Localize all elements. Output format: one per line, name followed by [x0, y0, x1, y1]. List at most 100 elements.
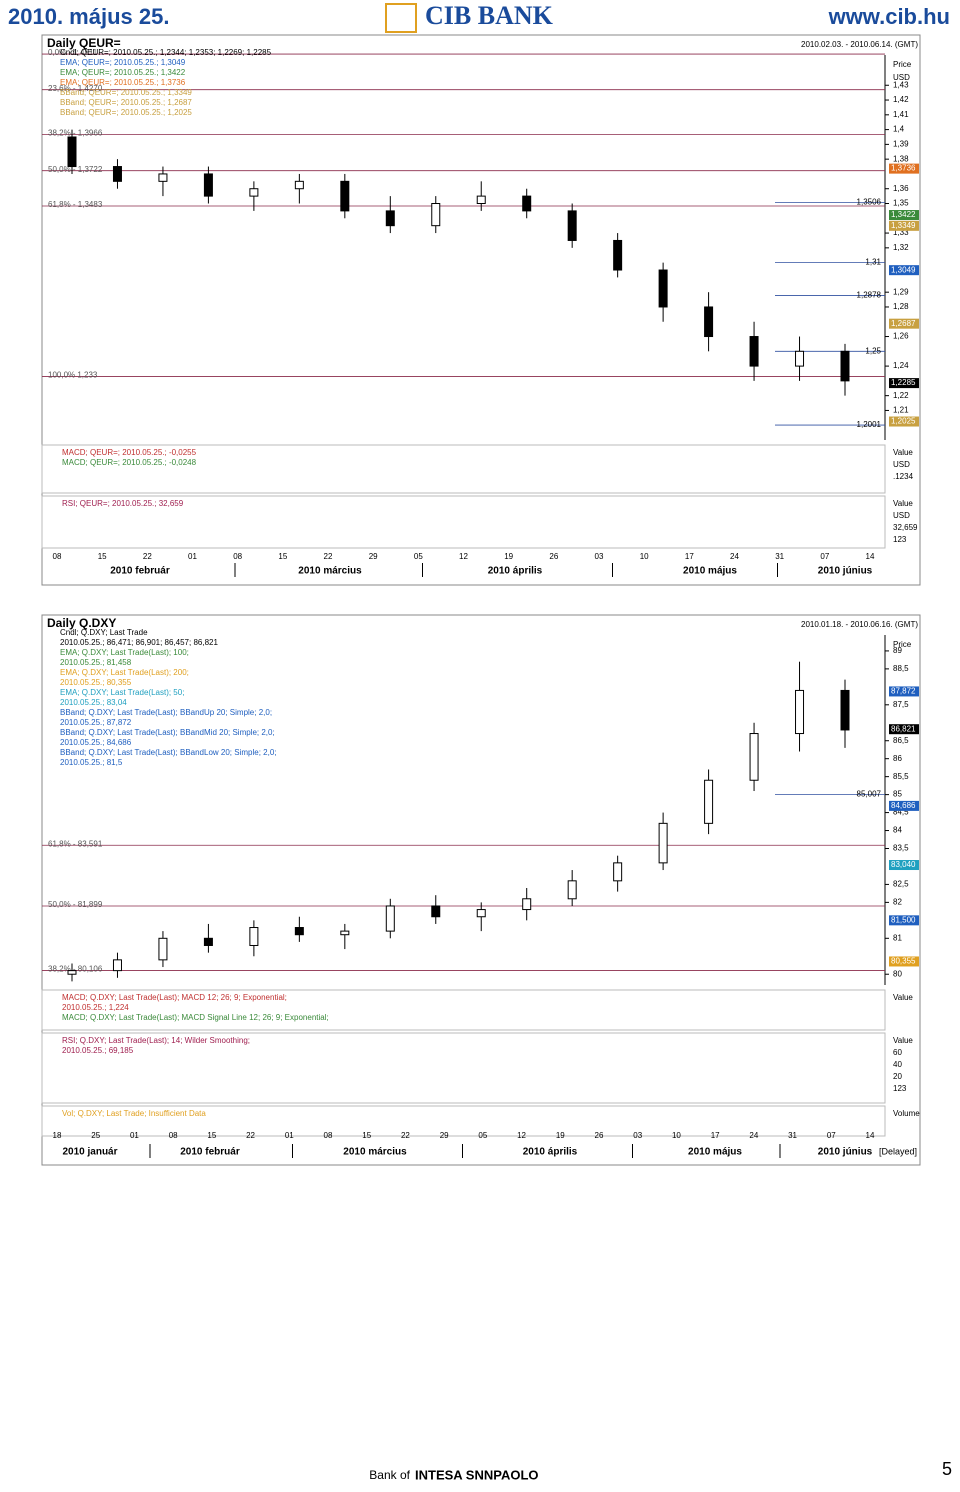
month-label: 2010 június	[818, 1147, 873, 1158]
candle-body	[340, 180, 350, 212]
x-tick-label: 17	[685, 552, 694, 561]
legend-entry: 2010.05.25.; 80,355	[60, 678, 132, 687]
legend-entry: 2010.05.25.; 83,04	[60, 698, 127, 707]
indicator-legend: MACD; Q.DXY; Last Trade(Last); MACD Sign…	[62, 1013, 329, 1022]
y-tick-label: 1,39	[893, 139, 909, 148]
y-tick-label: 87,5	[893, 700, 909, 709]
delayed-label: [Delayed]	[879, 1146, 917, 1156]
candle-body	[749, 733, 759, 781]
x-tick-label: 15	[278, 552, 287, 561]
legend-entry: EMA; QEUR=; 2010.05.25.; 1,3422	[60, 68, 186, 77]
indicator-legend: MACD; QEUR=; 2010.05.25.; -0,0248	[62, 458, 197, 467]
price-tag	[889, 800, 919, 811]
indicator-axis-label: Value	[893, 993, 913, 1002]
indicator-axis-label: Volume	[893, 1109, 920, 1118]
x-tick-label: 18	[53, 1131, 62, 1140]
candle-body	[385, 210, 395, 227]
x-tick-label: 01	[130, 1131, 139, 1140]
y-tick-label: 1,35	[893, 199, 909, 208]
indicator-axis-label: Value	[893, 448, 913, 457]
level-label: 1,3506	[857, 198, 882, 207]
price-tag-label: 80,355	[891, 957, 916, 966]
candle-body	[476, 909, 486, 918]
indicator-axis-label: Value	[893, 499, 913, 508]
legend-entry: BBand; QEUR=; 2010.05.25.; 1,2687	[60, 98, 192, 107]
candle-body	[340, 930, 350, 936]
footer-bank: Bank of	[369, 1468, 410, 1482]
level-label: 1,2878	[857, 291, 882, 300]
fib-label: 23,6% - 1,4270	[48, 84, 103, 93]
x-tick-label: 24	[730, 552, 739, 561]
indicator-legend: 2010.05.25.; 69,185	[62, 1046, 134, 1055]
candle-body	[112, 166, 122, 182]
y-tick-label: 84	[893, 826, 902, 835]
y-tick-label: 85,5	[893, 772, 909, 781]
price-tag	[889, 956, 919, 967]
level-label: 85,007	[857, 789, 882, 798]
x-tick-label: 03	[595, 552, 604, 561]
y-tick-label: 84,5	[893, 808, 909, 817]
price-tag	[889, 416, 919, 427]
candle-body	[203, 173, 213, 197]
legend-entry: 2010.05.25.; 86,471; 86,901; 86,457; 86,…	[60, 638, 218, 647]
candle-body	[613, 862, 623, 882]
price-tag-label: 1,3736	[891, 164, 916, 173]
indicator-axis-label: USD	[893, 460, 910, 469]
x-tick-label: 24	[749, 1131, 758, 1140]
y-tick-label: 82	[893, 897, 902, 906]
y-tick-label: 1,22	[893, 391, 909, 400]
x-tick-label: 14	[866, 1131, 875, 1140]
x-tick-label: 25	[91, 1131, 100, 1140]
y-tick-label: 1,4	[893, 125, 905, 134]
indicator-axis-label: 123	[893, 1084, 907, 1093]
price-tag	[889, 220, 919, 231]
fib-label: 0,0% - 1,4511	[48, 48, 98, 57]
x-tick-label: 10	[640, 552, 649, 561]
candle-body	[522, 195, 532, 212]
price-tag	[889, 686, 919, 697]
indicator-axis-label: Value	[893, 1036, 913, 1045]
price-tag	[889, 163, 919, 174]
fib-label: 38,2% - 1,3966	[48, 129, 103, 138]
price-tag-label: 87,872	[891, 687, 916, 696]
x-tick-label: 22	[143, 552, 152, 561]
candle-body	[567, 210, 577, 241]
candle-body	[704, 306, 714, 338]
footer-brand: INTESA SNNPAOLO	[415, 1467, 539, 1482]
y-tick-label: 86	[893, 754, 902, 763]
legend-entry: BBand; Q.DXY; Last Trade(Last); BBandUp …	[60, 708, 272, 717]
y-tick-label: 1,42	[893, 95, 909, 104]
y-tick-label: 1,43	[893, 80, 909, 89]
indicator-panel	[41, 444, 886, 494]
legend-entry: 2010.05.25.; 81,458	[60, 658, 132, 667]
x-tick-label: 22	[246, 1131, 255, 1140]
x-tick-label: 08	[233, 552, 242, 561]
price-tag-label: 1,2687	[891, 319, 916, 328]
candle-body	[431, 905, 441, 918]
legend-entry: EMA; Q.DXY; Last Trade(Last); 200;	[60, 668, 189, 677]
y-tick-label: 1,33	[893, 228, 909, 237]
y-tick-label: 83,5	[893, 844, 909, 853]
x-tick-label: 31	[775, 552, 784, 561]
fib-label: 50,0% - 1,3722	[48, 165, 103, 174]
x-tick-label: 19	[556, 1131, 565, 1140]
indicator-legend: Vol; Q.DXY; Last Trade; Insufficient Dat…	[62, 1109, 206, 1118]
x-tick-label: 05	[414, 552, 423, 561]
indicator-legend: RSI; Q.DXY; Last Trade(Last); 14; Wilder…	[62, 1036, 250, 1045]
price-tag	[889, 915, 919, 926]
y-tick-label: 1,32	[893, 243, 909, 252]
indicator-legend: RSI; QEUR=; 2010.05.25.; 32,659	[62, 499, 184, 508]
price-tag-label: 1,3422	[891, 210, 916, 219]
month-label: 2010 április	[523, 1147, 578, 1158]
header-bank: CIB BANK	[425, 1, 554, 30]
indicator-panel	[41, 1032, 886, 1104]
candle-body	[840, 689, 850, 731]
y-tick-label: 1,36	[893, 184, 909, 193]
x-tick-label: 26	[595, 1131, 604, 1140]
date-range: 2010.02.03. - 2010.06.14. (GMT)	[801, 40, 918, 49]
month-label: 2010 április	[488, 566, 543, 577]
candle-body	[795, 350, 805, 367]
legend-entry: BBand; Q.DXY; Last Trade(Last); BBandMid…	[60, 728, 275, 737]
level-label: 1,31	[865, 258, 881, 267]
x-tick-label: 01	[285, 1131, 294, 1140]
